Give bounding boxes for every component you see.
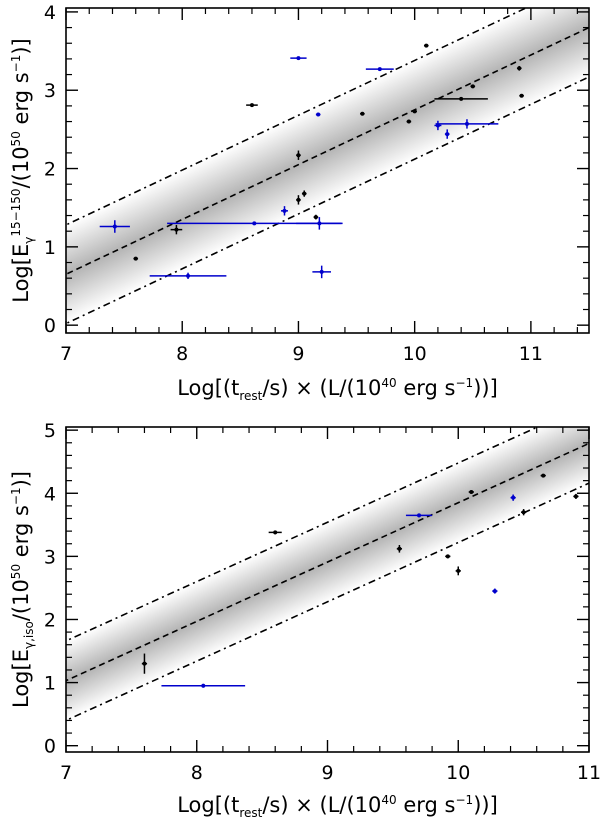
blue-data-point <box>281 206 288 216</box>
x-axis-label: Log[(trest/s) × (L/(1040 erg s−1))] <box>177 376 498 403</box>
black-data-point <box>301 190 307 197</box>
y-tick-label: 4 <box>44 2 56 24</box>
black-data-point <box>313 214 319 220</box>
y-tick-label: 4 <box>44 483 56 505</box>
plot-frame <box>65 7 590 334</box>
x-tick-label: 8 <box>176 343 188 365</box>
x-tick-label: 10 <box>446 762 470 784</box>
x-tick-label: 7 <box>60 762 72 784</box>
x-axis-label: Log[(trest/s) × (L/(1040 erg s−1))] <box>177 793 498 820</box>
scatter-band <box>66 427 589 721</box>
blue-data-point <box>405 513 433 518</box>
plot-area <box>66 8 589 325</box>
scatter-band <box>66 8 589 324</box>
black-data-point <box>246 103 258 108</box>
blue-data-point <box>296 217 343 230</box>
lower-scatter-line <box>66 76 589 325</box>
black-data-point <box>268 530 282 535</box>
y-tick-label: 3 <box>44 80 56 102</box>
best-fit-line <box>66 442 589 682</box>
black-data-point <box>360 111 365 116</box>
x-tick-label: 11 <box>519 343 543 365</box>
black-data-point <box>516 65 522 71</box>
y-tick-label: 2 <box>44 159 56 181</box>
plot-area <box>66 427 589 722</box>
black-data-point <box>445 554 451 559</box>
black-data-point <box>540 473 546 478</box>
y-tick-label: 2 <box>44 609 56 631</box>
black-data-point <box>296 150 301 160</box>
black-data-point <box>296 195 301 205</box>
bottom-panel: 7 8 9 10 11 0 1 2 3 4 5 Log[(trest/s) × (L/(1040 er… <box>9 420 600 820</box>
upper-scatter-line <box>66 8 528 226</box>
black-data-point <box>170 224 183 235</box>
ticks <box>65 427 590 752</box>
black-data-point <box>455 566 461 576</box>
blue-data-point <box>365 67 394 72</box>
top-panel: 7 8 9 10 11 0 1 2 3 4 Log[(trest/s) × (L/(1040 erg… <box>9 2 590 403</box>
black-data-point <box>434 96 488 101</box>
black-data-point <box>133 256 139 261</box>
y-tick-label: 1 <box>44 237 56 259</box>
black-data-point <box>470 84 476 89</box>
blue-data-point <box>312 265 331 279</box>
black-data-point <box>406 119 412 124</box>
blue-data-point <box>149 272 227 279</box>
x-tick-label: 8 <box>191 762 203 784</box>
black-data-point <box>519 93 524 98</box>
y-tick-label: 1 <box>44 673 56 695</box>
y-axis-label: Log[Eγ15−150/(1050 erg s−1)] <box>9 38 36 303</box>
black-data-point <box>141 653 148 674</box>
ticks <box>65 8 589 333</box>
x-tick-label: 7 <box>60 343 72 365</box>
x-tick-label: 10 <box>403 343 427 365</box>
x-tick-label: 11 <box>577 762 600 784</box>
black-data-point <box>468 490 474 494</box>
y-tick-label: 0 <box>44 736 56 758</box>
blue-data-point <box>435 119 499 129</box>
blue-data-point <box>492 588 498 594</box>
black-data-point <box>423 43 429 48</box>
black-data-point <box>573 493 579 499</box>
blue-data-point <box>161 683 246 688</box>
lower-scatter-line <box>66 482 589 722</box>
upper-scatter-line <box>66 427 540 642</box>
black-data-point <box>521 509 527 516</box>
x-tick-label: 9 <box>321 762 333 784</box>
y-tick-label: 5 <box>44 420 56 442</box>
blue-data-point <box>290 56 307 61</box>
y-tick-label: 3 <box>44 546 56 568</box>
y-axis-label: Log[Eγ,iso/(1050 erg s−1)] <box>9 471 36 708</box>
y-tick-label: 0 <box>44 315 56 337</box>
black-data-point <box>412 109 417 114</box>
blue-data-point <box>444 129 450 139</box>
blue-data-point <box>99 220 130 233</box>
x-tick-label: 9 <box>292 343 304 365</box>
black-data-point <box>396 545 403 553</box>
blue-data-point <box>315 112 321 117</box>
blue-data-point <box>510 494 516 501</box>
